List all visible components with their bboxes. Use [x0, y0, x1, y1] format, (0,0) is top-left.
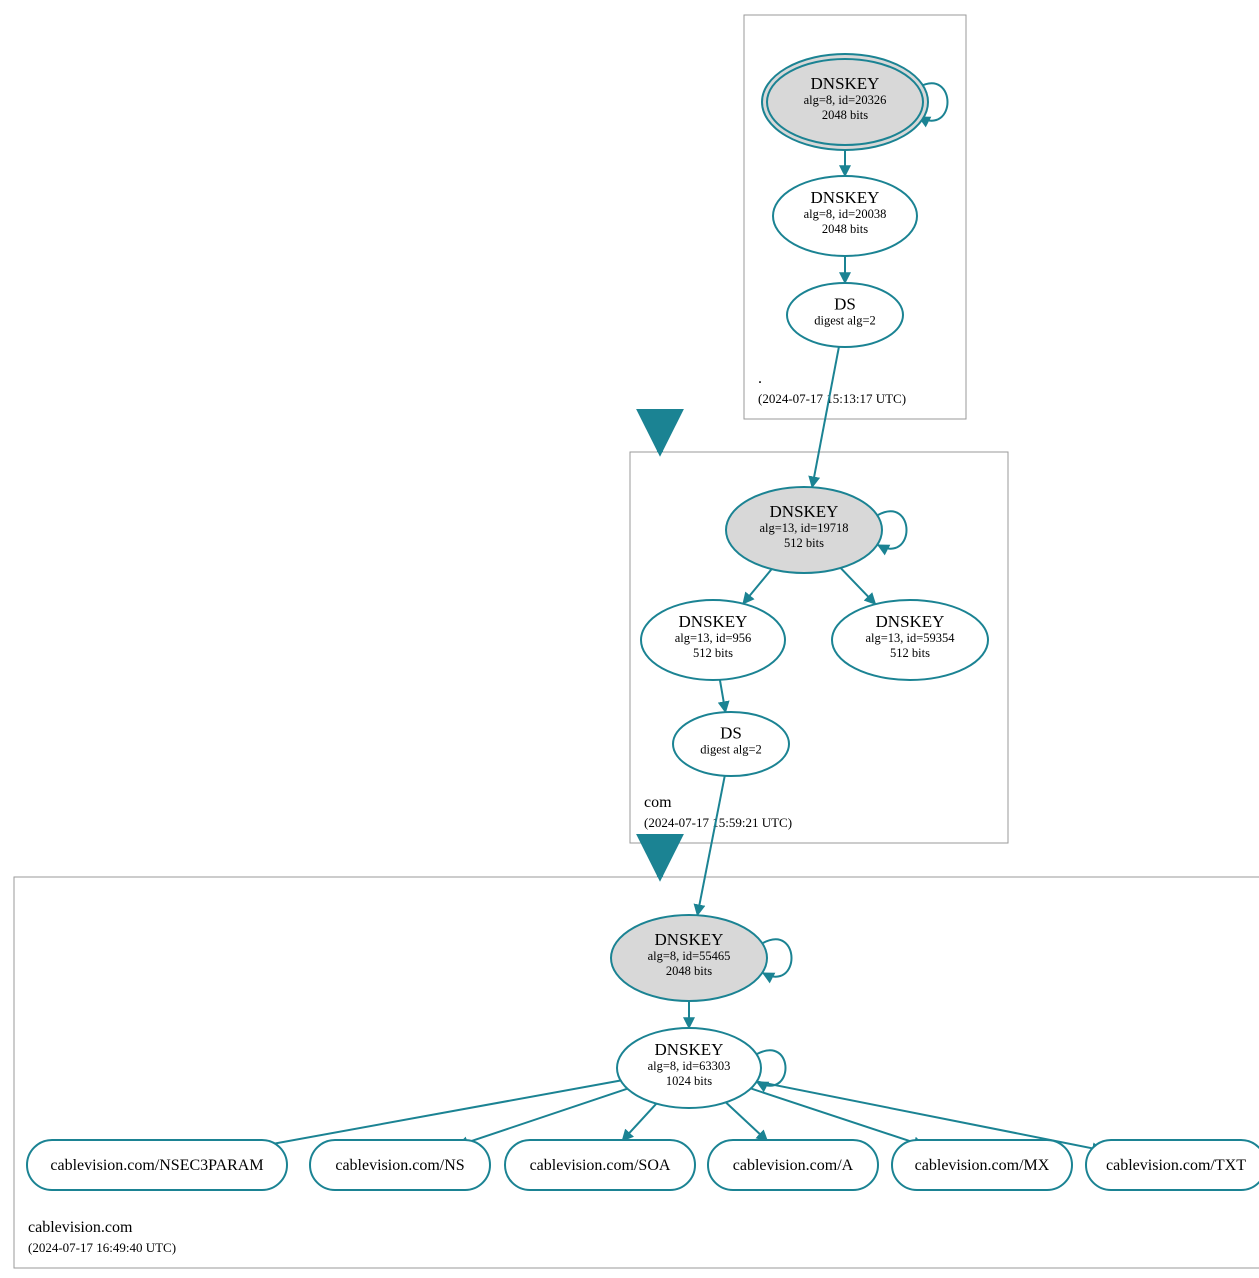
node-title: DNSKEY	[679, 612, 748, 631]
record-label: cablevision.com/NSEC3PARAM	[50, 1157, 263, 1174]
node-subline: 2048 bits	[822, 222, 868, 236]
zone-timestamp: (2024-07-17 15:59:21 UTC)	[644, 815, 792, 830]
edge	[743, 569, 772, 604]
node-subline: alg=8, id=20326	[804, 93, 887, 107]
node-title: DS	[834, 295, 856, 314]
zone-label: .	[758, 370, 762, 387]
zone-label: cablevision.com	[28, 1219, 133, 1236]
node-subline: alg=8, id=20038	[804, 207, 887, 221]
edge	[457, 1089, 627, 1146]
node-subline: 2048 bits	[822, 108, 868, 122]
node-title: DNSKEY	[655, 1040, 724, 1059]
node-subline: alg=8, id=63303	[648, 1059, 731, 1073]
node-subline: digest alg=2	[700, 743, 762, 757]
record-label: cablevision.com/A	[733, 1157, 854, 1174]
node-title: DNSKEY	[770, 502, 839, 521]
node-subline: alg=8, id=55465	[648, 949, 731, 963]
node-title: DS	[720, 724, 742, 743]
edge	[726, 1102, 768, 1141]
node-subline: 512 bits	[784, 536, 824, 550]
edge	[720, 680, 726, 712]
node-subline: 512 bits	[693, 646, 733, 660]
edge	[251, 1080, 620, 1147]
record-label: cablevision.com/TXT	[1106, 1157, 1246, 1174]
record-label: cablevision.com/NS	[335, 1157, 464, 1174]
node-title: DNSKEY	[811, 188, 880, 207]
edge	[622, 1104, 656, 1141]
node-subline: alg=13, id=59354	[865, 631, 955, 645]
edge	[697, 776, 724, 915]
node-subline: 2048 bits	[666, 964, 712, 978]
node-subline: 512 bits	[890, 646, 930, 660]
node-title: DNSKEY	[876, 612, 945, 631]
node-subline: alg=13, id=19718	[759, 521, 848, 535]
zone-label: com	[644, 794, 672, 811]
node-subline: digest alg=2	[814, 314, 876, 328]
node-title: DNSKEY	[811, 74, 880, 93]
zone-timestamp: (2024-07-17 15:13:17 UTC)	[758, 391, 906, 406]
node-title: DNSKEY	[655, 930, 724, 949]
zone-timestamp: (2024-07-17 16:49:40 UTC)	[28, 1240, 176, 1255]
dnssec-diagram: . (2024-07-17 15:13:17 UTC) com (2024-07-17…	[0, 0, 1259, 1278]
record-label: cablevision.com/MX	[915, 1157, 1050, 1174]
node-subline: 1024 bits	[666, 1074, 712, 1088]
edge	[812, 347, 839, 487]
record-label: cablevision.com/SOA	[530, 1157, 671, 1174]
edge	[841, 568, 876, 604]
node-subline: alg=13, id=956	[675, 631, 752, 645]
